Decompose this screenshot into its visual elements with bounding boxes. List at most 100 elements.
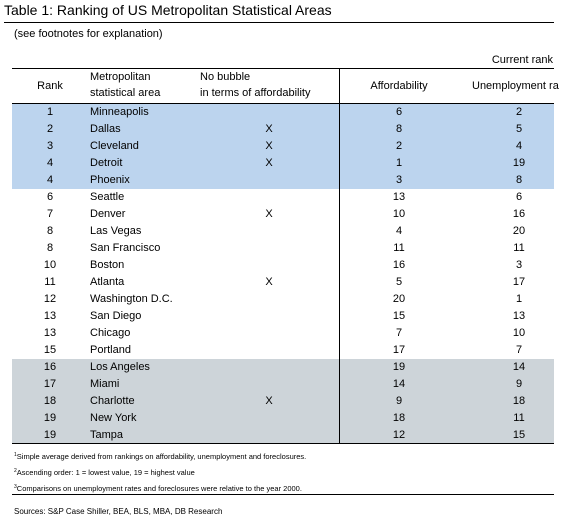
table-row: 8 Las Vegas 4 20	[12, 223, 554, 240]
affordability-cell: 12	[392, 429, 406, 441]
source-line: Sources: S&P Case Shiller, BEA, BLS, MBA…	[14, 507, 223, 516]
unemployment-cell: 18	[512, 395, 526, 407]
city-cell: Chicago	[90, 327, 131, 339]
city-cell: Los Angeles	[90, 361, 150, 373]
city-cell: Charlotte	[90, 395, 135, 407]
rank-cell: 6	[46, 191, 54, 203]
unemployment-cell: 13	[512, 310, 526, 322]
no-bubble-cell: X	[265, 395, 273, 407]
unemployment-cell: 5	[515, 123, 523, 135]
unemployment-cell: 9	[515, 378, 523, 390]
affordability-cell: 18	[392, 412, 406, 424]
table-row: 11 Atlanta X 5 17	[12, 274, 554, 291]
table-row: 17 Miami 14 9	[12, 376, 554, 393]
affordability-cell: 20	[392, 293, 406, 305]
unemployment-cell: 15	[512, 429, 526, 441]
city-cell: Phoenix	[90, 174, 130, 186]
table-row: 16 Los Angeles 19 14	[12, 359, 554, 376]
unemployment-cell: 11	[513, 242, 525, 254]
rank-cell: 13	[43, 327, 57, 339]
affordability-cell: 8	[395, 123, 403, 135]
city-cell: Washington D.C.	[90, 293, 173, 305]
affordability-cell: 4	[395, 225, 403, 237]
affordability-cell: 7	[395, 327, 403, 339]
rank-cell: 15	[43, 344, 57, 356]
rank-cell: 11	[44, 276, 56, 288]
city-cell: Cleveland	[90, 140, 139, 152]
city-cell: Seattle	[90, 191, 125, 203]
affordability-cell: 3	[395, 174, 403, 186]
header-unemployment: Unemployment ra	[472, 80, 559, 92]
unemployment-cell: 10	[512, 327, 526, 339]
city-cell: San Diego	[90, 310, 142, 322]
city-cell: Las Vegas	[90, 225, 142, 237]
city-cell: Atlanta	[90, 276, 125, 288]
affordability-cell: 15	[392, 310, 406, 322]
table-row: 1 Minneapolis 6 2	[12, 104, 554, 121]
table-subtitle: (see footnotes for explanation)	[14, 28, 163, 40]
rank-cell: 3	[46, 140, 54, 152]
no-bubble-cell: X	[265, 276, 273, 288]
header-affordability: Affordability	[370, 80, 428, 92]
city-cell: Denver	[90, 208, 126, 220]
city-cell: Miami	[90, 378, 120, 390]
rank-cell: 13	[43, 310, 57, 322]
unemployment-cell: 7	[515, 344, 523, 356]
city-cell: New York	[90, 412, 137, 424]
unemployment-cell: 11	[513, 412, 525, 424]
unemployment-cell: 14	[512, 361, 526, 373]
city-cell: Tampa	[90, 429, 124, 441]
affordability-cell: 11	[393, 242, 405, 254]
table-row: 18 Charlotte X 9 18	[12, 393, 554, 410]
footnote: 2Ascending order: 1 = lowest value, 19 =…	[14, 468, 195, 477]
table-bottom-rule	[12, 443, 554, 444]
footnote-rule	[12, 494, 554, 495]
table-body: 1 Minneapolis 6 2 2 Dallas X 8 5 3 Cleveland X 2 4 4 De…	[12, 104, 554, 444]
affordability-cell: 14	[392, 378, 406, 390]
unemployment-cell: 8	[515, 174, 523, 186]
unemployment-cell: 16	[512, 208, 526, 220]
current-rank-label: Current rank	[491, 54, 553, 66]
footnotes: 1Simple average derived from rankings on…	[14, 448, 306, 496]
unemployment-cell: 20	[512, 225, 526, 237]
no-bubble-cell: X	[265, 123, 273, 135]
table-row: 12 Washington D.C. 20 1	[12, 291, 554, 308]
rank-cell: 8	[46, 242, 54, 254]
rank-cell: 16	[43, 361, 57, 373]
table-row: 6 Seattle 13 6	[12, 189, 554, 206]
rank-cell: 18	[43, 395, 57, 407]
header-top-rule	[12, 68, 554, 69]
city-cell: Boston	[90, 259, 125, 271]
affordability-cell: 6	[395, 106, 403, 118]
column-divider	[339, 69, 340, 443]
table-title: Table 1: Ranking of US Metropolitan Stat…	[4, 2, 332, 18]
rank-cell: 2	[46, 123, 54, 135]
header-area-line1: Metropolitan	[90, 71, 151, 83]
table-row: 19 Tampa 12 15	[12, 427, 554, 444]
rank-cell: 10	[43, 259, 57, 271]
rank-cell: 19	[43, 429, 57, 441]
affordability-cell: 17	[392, 344, 406, 356]
unemployment-cell: 3	[515, 259, 523, 271]
table-header: Rank Metropolitan statistical area No bu…	[12, 69, 559, 103]
unemployment-cell: 4	[515, 140, 523, 152]
affordability-cell: 9	[395, 395, 403, 407]
unemployment-cell: 6	[515, 191, 523, 203]
footnote: 1Simple average derived from rankings on…	[14, 452, 307, 461]
table-row: 4 Detroit X 1 19	[12, 155, 554, 172]
rank-cell: 8	[46, 225, 54, 237]
affordability-cell: 13	[392, 191, 406, 203]
affordability-cell: 1	[395, 157, 403, 169]
affordability-cell: 10	[392, 208, 406, 220]
unemployment-cell: 19	[512, 157, 526, 169]
unemployment-cell: 17	[512, 276, 526, 288]
city-cell: Minneapolis	[90, 106, 149, 118]
rank-cell: 12	[43, 293, 57, 305]
unemployment-cell: 1	[515, 293, 523, 305]
rank-cell: 4	[46, 174, 54, 186]
table-row: 10 Boston 16 3	[12, 257, 554, 274]
table-row: 8 San Francisco 11 11	[12, 240, 554, 257]
header-nobubble-line1: No bubble	[200, 71, 251, 83]
table-row: 7 Denver X 10 16	[12, 206, 554, 223]
header-bottom-rule	[12, 103, 554, 104]
